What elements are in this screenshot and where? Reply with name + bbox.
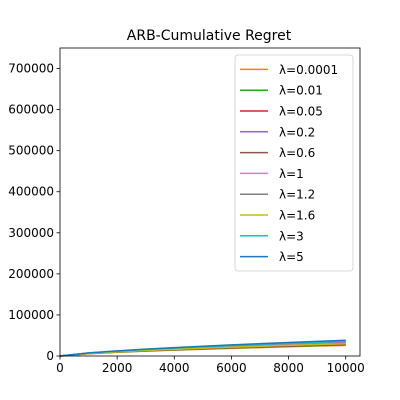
legend-label-1: λ=0.01 bbox=[279, 84, 323, 98]
legend-label-3: λ=0.2 bbox=[279, 125, 315, 139]
x-axis-ticks: 0 2000 4000 6000 8000 10000 bbox=[56, 356, 365, 375]
x-tick-label: 6000 bbox=[216, 361, 247, 375]
x-tick-label: 2000 bbox=[102, 361, 133, 375]
x-tick-label: 0 bbox=[56, 361, 64, 375]
legend-label-7: λ=1.6 bbox=[279, 209, 315, 223]
y-tick-label: 200000 bbox=[8, 267, 54, 281]
x-tick-label: 4000 bbox=[159, 361, 190, 375]
y-tick-label: 500000 bbox=[8, 144, 54, 158]
legend-label-9: λ=5 bbox=[279, 250, 304, 264]
chart-title: ARB-Cumulative Regret bbox=[127, 28, 292, 44]
legend-label-6: λ=1.2 bbox=[279, 188, 315, 202]
legend-box bbox=[234, 54, 354, 272]
plot-lines bbox=[59, 339, 346, 357]
series-line-9 bbox=[59, 339, 346, 357]
legend-label-4: λ=0.6 bbox=[279, 146, 315, 160]
y-tick-label: 300000 bbox=[8, 226, 54, 240]
y-tick-label: 700000 bbox=[8, 62, 54, 76]
y-tick-label: 600000 bbox=[8, 103, 54, 117]
legend-label-8: λ=3 bbox=[279, 229, 304, 243]
plot-frame bbox=[59, 47, 361, 357]
y-tick-label: 100000 bbox=[8, 308, 54, 322]
x-tick-label: 10000 bbox=[327, 361, 365, 375]
y-axis-ticks: 0 100000 200000 300000 400000 500000 600000 700… bbox=[8, 62, 60, 363]
legend-label-2: λ=0.05 bbox=[279, 105, 323, 119]
legend-label-5: λ=1 bbox=[279, 167, 304, 181]
legend: λ=0.0001 λ=0.01 λ=0.05 λ=0.2 λ=0.6 λ=1 λ=1.2 λ=… bbox=[234, 54, 354, 272]
y-tick-label: 400000 bbox=[8, 185, 54, 199]
legend-label-0: λ=0.0001 bbox=[279, 63, 338, 77]
y-tick-label: 0 bbox=[46, 349, 54, 363]
x-tick-label: 8000 bbox=[273, 361, 304, 375]
